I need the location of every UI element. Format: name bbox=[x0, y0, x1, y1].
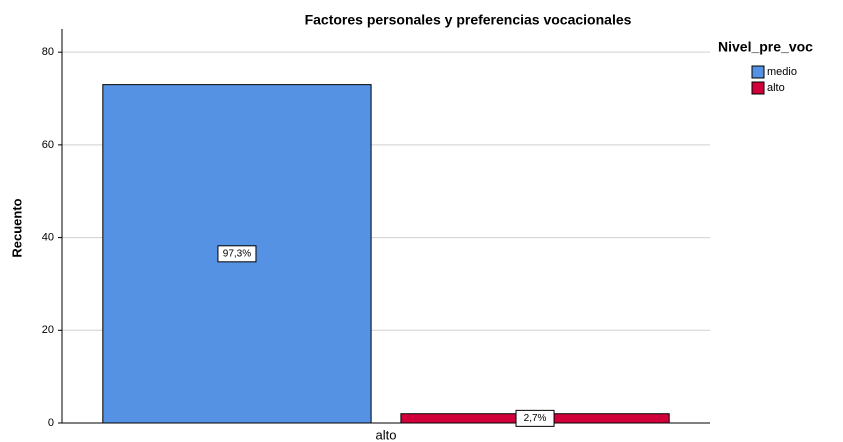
data-label-box bbox=[217, 245, 257, 263]
y-tick-label: 40 bbox=[42, 231, 54, 243]
data-label: 2,7% bbox=[524, 413, 547, 424]
legend-title: Nivel_pre_voc bbox=[718, 39, 813, 55]
legend-label: medio bbox=[767, 66, 797, 78]
y-tick-label: 60 bbox=[42, 139, 54, 151]
legend-swatch bbox=[751, 81, 765, 95]
y-tick-label: 20 bbox=[42, 324, 54, 336]
y-tick-label: 80 bbox=[42, 46, 54, 58]
x-tick-label: alto bbox=[376, 427, 397, 442]
data-label-box bbox=[515, 409, 555, 427]
y-tick-label: 0 bbox=[48, 417, 54, 429]
chart-title: Factores personales y preferencias vocac… bbox=[305, 12, 632, 28]
legend-swatch bbox=[751, 65, 765, 79]
data-label: 97,3% bbox=[223, 248, 251, 259]
legend-label: alto bbox=[767, 82, 785, 94]
y-axis-label: Recuento bbox=[9, 198, 24, 257]
